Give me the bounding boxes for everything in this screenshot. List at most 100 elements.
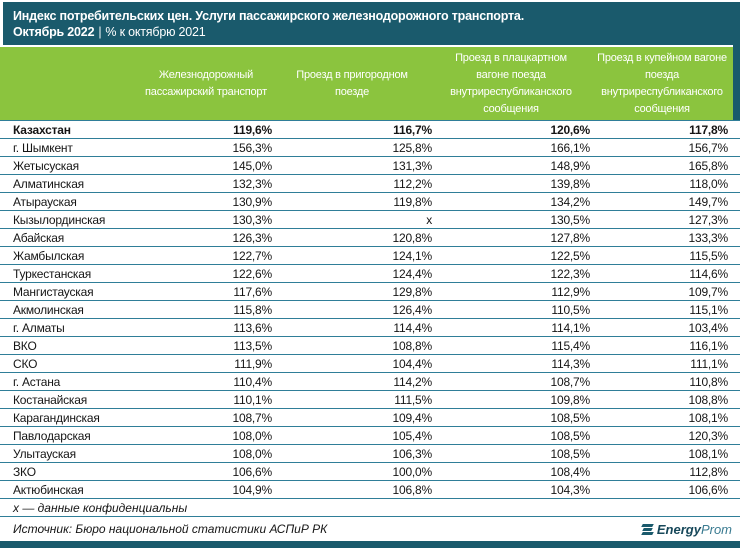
region-name: Актюбинская [13, 482, 84, 497]
value-cell: 127,3% [688, 212, 729, 227]
value-cell: 131,3% [392, 158, 433, 173]
value-cell: 127,8% [550, 230, 591, 245]
value-cell: 126,4% [392, 302, 433, 317]
table-row: г. Алматы 113,6% 114,4% 114,1% 103,4% [0, 318, 740, 336]
value-cell: 114,6% [689, 266, 728, 281]
value-cell: 109,8% [550, 392, 591, 407]
value-cell: 133,3% [688, 230, 729, 245]
value-cell: 139,8% [550, 176, 591, 191]
value-cell: 108,0% [232, 446, 273, 461]
value-cell: x [426, 212, 432, 227]
value-cell: 103,4% [688, 320, 729, 335]
region-name: Павлодарская [13, 428, 91, 443]
value-cell: 114,3% [551, 356, 590, 371]
value-cell: 111,5% [394, 392, 432, 407]
value-cell: 134,2% [550, 194, 591, 209]
value-cell: 119,8% [393, 194, 432, 209]
value-cell: 130,9% [232, 194, 273, 209]
table-row: г. Шымкент 156,3% 125,8% 166,1% 156,7% [0, 138, 740, 156]
page-subtitle: Октябрь 2022 |% к октябрю 2021 [13, 24, 740, 41]
value-cell: 122,3% [550, 266, 591, 281]
value-cell: 108,1% [688, 446, 729, 461]
value-cell: 108,5% [550, 428, 591, 443]
value-cell: 120,8% [392, 230, 433, 245]
page-title: Индекс потребительских цен. Услуги пасса… [13, 9, 524, 23]
value-cell: 110,8% [689, 374, 728, 389]
value-cell: 112,9% [551, 284, 590, 299]
value-cell: 109,4% [392, 410, 433, 425]
table-row: Алматинская 132,3% 112,2% 139,8% 118,0% [0, 174, 740, 192]
value-cell: 114,4% [393, 320, 432, 335]
value-cell: 118,0% [689, 176, 728, 191]
value-cell: 156,7% [688, 140, 729, 155]
value-cell: 108,7% [232, 410, 273, 425]
table-row: Жамбылская 122,7% 124,1% 122,5% 115,5% [0, 246, 740, 264]
value-cell: 114,2% [393, 374, 432, 389]
value-cell: 116,7% [393, 122, 432, 137]
value-cell: 156,3% [232, 140, 273, 155]
value-cell: 108,8% [392, 338, 433, 353]
table-body: Казахстан 119,6% 116,7% 120,6% 117,8% г. Шымк… [0, 120, 740, 498]
region-name: Жамбылская [13, 248, 85, 263]
value-cell: 114,1% [551, 320, 590, 335]
value-cell: 115,1% [689, 302, 728, 317]
region-name: Карагандинская [13, 410, 100, 425]
value-cell: 112,2% [393, 176, 432, 191]
value-cell: 115,5% [689, 248, 728, 263]
value-cell: 110,1% [233, 392, 272, 407]
value-cell: 145,0% [232, 158, 273, 173]
value-cell: 117,6% [233, 284, 272, 299]
value-cell: 108,4% [550, 464, 591, 479]
table-row: Атырауская 130,9% 119,8% 134,2% 149,7% [0, 192, 740, 210]
value-cell: 126,3% [232, 230, 273, 245]
comparison-label: % к октябрю 2021 [105, 25, 206, 39]
region-name: Туркестанская [13, 266, 92, 281]
value-cell: 120,6% [550, 122, 591, 137]
value-cell: 125,8% [392, 140, 433, 155]
value-cell: 148,9% [550, 158, 591, 173]
value-cell: 115,4% [551, 338, 590, 353]
value-cell: 108,8% [688, 392, 729, 407]
value-cell: 112,8% [689, 464, 728, 479]
value-cell: 108,0% [232, 428, 273, 443]
region-name: г. Алматы [13, 320, 65, 335]
table-row: Кызылординская 130,3% x 130,5% 127,3% [0, 210, 740, 228]
region-name: ЗКО [13, 464, 36, 479]
value-cell: 122,5% [550, 248, 591, 263]
region-name: Костанайская [13, 392, 87, 407]
confidential-footnote: х — данные конфиденциальны [0, 498, 740, 517]
column-header-1: Железнодорожный пассажирский транспорт [145, 68, 267, 98]
value-cell: 108,1% [688, 410, 729, 425]
source-bar: Источник: Бюро национальной статистики А… [0, 517, 740, 541]
value-cell: 129,8% [392, 284, 433, 299]
value-cell: 130,3% [232, 212, 273, 227]
value-cell: 105,4% [392, 428, 433, 443]
value-cell: 106,8% [392, 482, 433, 497]
value-cell: 124,4% [392, 266, 433, 281]
table-row: г. Астана 110,4% 114,2% 108,7% 110,8% [0, 372, 740, 390]
value-cell: 122,7% [232, 248, 273, 263]
subtitle-separator: | [98, 25, 102, 39]
column-header-3: Проезд в плацкартном вагоне поезда внутрир… [450, 51, 572, 115]
table-row: Акмолинская 115,8% 126,4% 110,5% 115,1% [0, 300, 740, 318]
bottom-accent-bar [0, 541, 740, 548]
value-cell: 113,6% [233, 320, 272, 335]
table-row: Карагандинская 108,7% 109,4% 108,5% 108,1% [0, 408, 740, 426]
value-cell: 106,6% [688, 482, 729, 497]
table-row: Павлодарская 108,0% 105,4% 108,5% 120,3% [0, 426, 740, 444]
value-cell: 116,1% [689, 338, 728, 353]
region-name: г. Шымкент [13, 140, 73, 155]
table-row: ЗКО 106,6% 100,0% 108,4% 112,8% [0, 462, 740, 480]
value-cell: 110,4% [233, 374, 272, 389]
region-name: Атырауская [13, 194, 77, 209]
region-name: Акмолинская [13, 302, 84, 317]
column-header-2: Проезд в пригородном поезде [296, 68, 408, 98]
value-cell: 108,7% [550, 374, 591, 389]
value-cell: 166,1% [550, 140, 591, 155]
value-cell: 109,7% [688, 284, 729, 299]
value-cell: 124,1% [392, 248, 433, 263]
region-name: Кызылординская [13, 212, 106, 227]
region-column-spacer [0, 47, 140, 120]
table-row: ВКО 113,5% 108,8% 115,4% 116,1% [0, 336, 740, 354]
